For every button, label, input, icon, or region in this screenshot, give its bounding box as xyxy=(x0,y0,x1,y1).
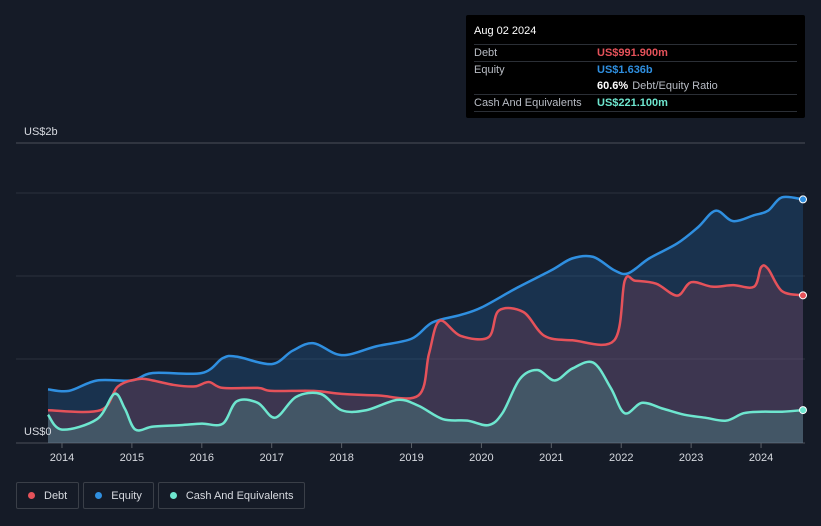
cash-endpoint-marker xyxy=(799,406,807,415)
x-tick-label: 2016 xyxy=(190,452,214,464)
legend-item-equity[interactable]: Equity xyxy=(83,482,154,509)
tooltip-ratio-value: 60.6% xyxy=(597,80,629,92)
tooltip-ratio-label: Debt/Equity Ratio xyxy=(632,80,718,92)
tooltip-cash-row: Cash And Equivalents US$221.100m xyxy=(474,94,797,112)
x-tick-label: 2022 xyxy=(609,452,633,464)
x-tick-label: 2019 xyxy=(399,452,423,464)
tooltip-cash-value: US$221.100m xyxy=(597,97,668,109)
equity-endpoint-marker xyxy=(799,195,807,204)
legend-debt-label: Debt xyxy=(44,489,68,502)
cash-dot-icon xyxy=(169,492,177,499)
debt-dot-icon xyxy=(28,492,35,499)
tooltip-debt-value: US$991.900m xyxy=(597,47,668,59)
tooltip-debt-label: Debt xyxy=(474,47,498,59)
tooltip-ratio-row: 60.6% Debt/Equity Ratio xyxy=(474,78,797,94)
cash-area xyxy=(48,361,803,443)
series-areas xyxy=(48,196,803,443)
y-axis-bottom-label: US$0 xyxy=(24,426,52,438)
tooltip-date: Aug 02 2024 xyxy=(474,25,537,37)
legend-cash-label: Cash And Equivalents xyxy=(185,489,294,502)
equity-dot-icon xyxy=(95,492,103,499)
cash-line xyxy=(46,360,804,432)
equity-line xyxy=(47,195,804,393)
x-tick-label: 2023 xyxy=(679,452,703,464)
data-tooltip: Aug 02 2024 Debt US$991.900m Equity US$1… xyxy=(466,15,805,118)
legend-item-cash[interactable]: Cash And Equivalents xyxy=(157,482,306,509)
debt-endpoint-marker xyxy=(799,291,807,300)
legend-item-debt[interactable]: Debt xyxy=(16,482,80,509)
x-tick-label: 2021 xyxy=(539,452,563,464)
debt-area xyxy=(48,265,803,443)
x-tick-label: 2015 xyxy=(120,452,144,464)
debt-line xyxy=(47,264,804,414)
series-lines xyxy=(46,195,807,432)
tooltip-debt-row: Debt US$991.900m xyxy=(474,44,797,61)
x-tick-label: 2017 xyxy=(259,452,283,464)
x-tick-label: 2020 xyxy=(469,452,493,464)
tooltip-equity-value: US$1.636b xyxy=(597,64,653,76)
tooltip-cash-label: Cash And Equivalents xyxy=(474,97,582,109)
tooltip-equity-label: Equity xyxy=(474,64,505,76)
y-axis-top-label: US$2b xyxy=(24,126,58,138)
legend-equity-label: Equity xyxy=(111,489,142,502)
x-tick-label: 2018 xyxy=(329,452,353,464)
x-axis: 2014 2015 2016 2017 2018 2019 2020 2021 2022 2023… xyxy=(50,443,773,464)
tooltip-equity-row: Equity US$1.636b xyxy=(474,61,797,78)
equity-area xyxy=(48,196,803,443)
x-tick-label: 2024 xyxy=(749,452,773,464)
grid-lines xyxy=(16,142,805,444)
x-tick-label: 2014 xyxy=(50,452,74,464)
chart-legend: Debt Equity Cash And Equivalents xyxy=(16,482,309,509)
